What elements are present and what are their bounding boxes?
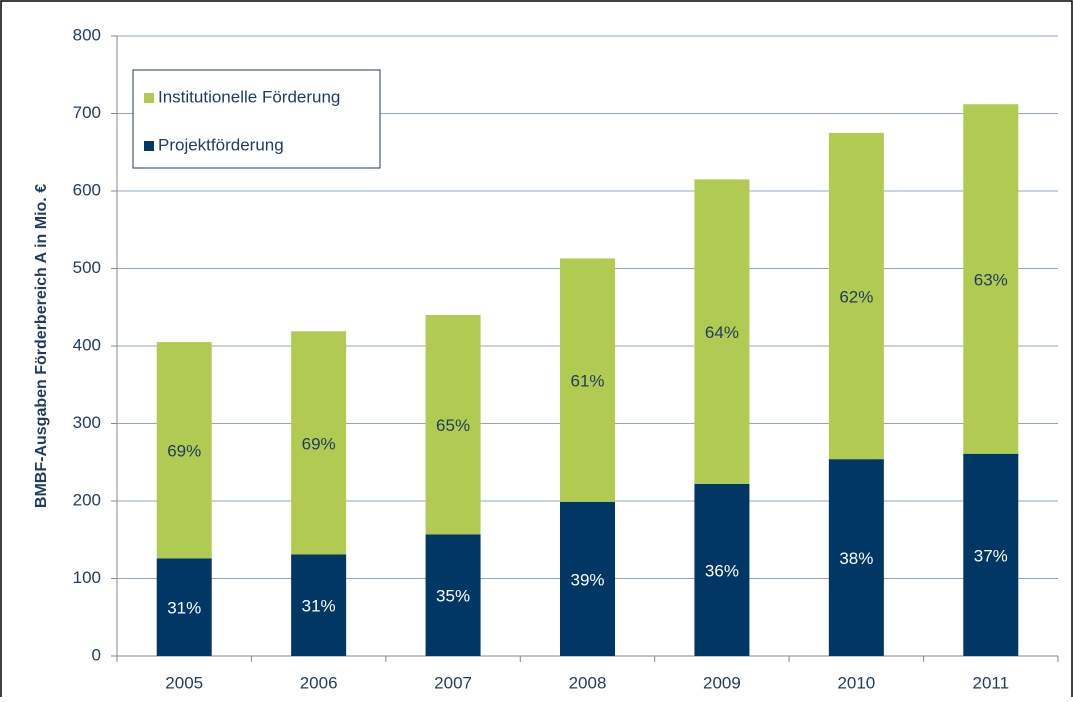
bar-segment: [425, 315, 481, 535]
bar-segment: [291, 554, 347, 656]
bar-segment: [560, 501, 615, 656]
bar-segment: [963, 453, 1019, 656]
data-label: 39%: [570, 570, 604, 589]
data-label: 63%: [974, 270, 1008, 289]
x-tick-label: 2010: [837, 673, 875, 692]
legend-label: Institutionelle Förderung: [158, 87, 340, 106]
x-tick-label: 2008: [569, 673, 607, 692]
y-tick-label: 800: [73, 25, 101, 44]
data-label: 65%: [436, 416, 470, 435]
y-tick-label: 600: [73, 180, 101, 199]
data-label: 61%: [570, 372, 604, 391]
bar-segment: [156, 558, 212, 656]
legend-swatch: [144, 141, 154, 151]
data-label: 64%: [705, 323, 739, 342]
x-tick-label: 2005: [165, 673, 203, 692]
y-tick-label: 700: [73, 103, 101, 122]
legend-box: [132, 69, 381, 169]
y-tick-label: 400: [73, 335, 101, 354]
bar-segment: [560, 258, 615, 502]
bar-segment: [291, 331, 347, 555]
data-label: 37%: [974, 546, 1008, 565]
data-label: 31%: [302, 597, 336, 616]
x-tick-label: 2011: [973, 673, 1010, 692]
bar-segment: [828, 459, 884, 656]
x-tick-label: 2007: [434, 673, 472, 692]
data-label: 31%: [167, 599, 201, 618]
data-label: 69%: [167, 442, 201, 461]
y-tick-label: 200: [73, 490, 101, 509]
bar-segment: [156, 342, 212, 559]
data-label: 38%: [839, 549, 873, 568]
bar-segment: [694, 483, 750, 656]
y-tick-label: 100: [73, 568, 101, 587]
y-tick-label: 500: [73, 258, 101, 277]
legend-swatch: [144, 93, 154, 103]
bar-segment: [694, 179, 750, 484]
legend-label: Projektförderung: [158, 135, 284, 154]
bar-segment: [828, 132, 884, 460]
y-axis-label: BMBF-Ausgaben Förderbereich A in Mio. €: [33, 184, 50, 508]
data-label: 62%: [839, 287, 873, 306]
y-tick-label: 0: [92, 645, 101, 664]
bar-segment: [425, 534, 481, 656]
y-tick-label: 300: [73, 413, 101, 432]
data-label: 36%: [705, 561, 739, 580]
x-tick-label: 2009: [703, 673, 741, 692]
x-tick-label: 2006: [300, 673, 338, 692]
bar-segment: [963, 104, 1019, 454]
data-label: 35%: [436, 587, 470, 606]
data-label: 69%: [302, 434, 336, 453]
